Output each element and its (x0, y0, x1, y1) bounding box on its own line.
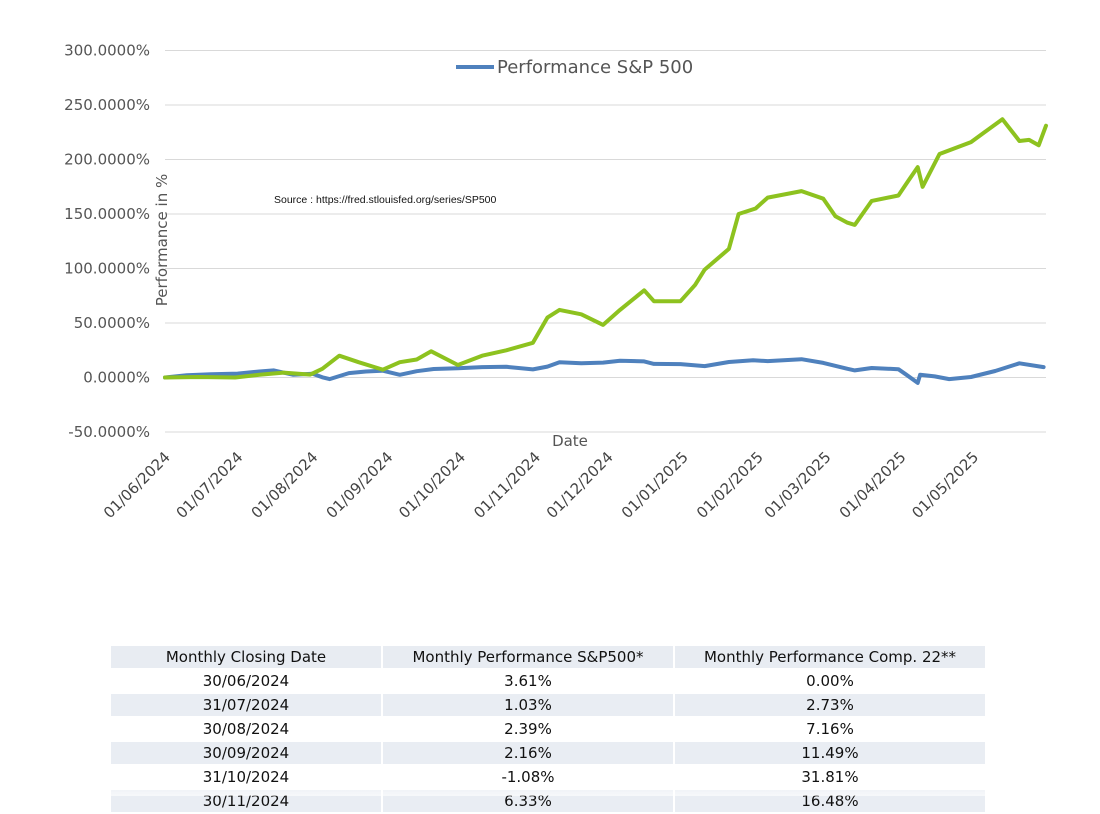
x-tick-label: 01/08/2024 (248, 448, 322, 522)
x-tick-label: 01/05/2025 (908, 448, 982, 522)
x-tick-label: 01/02/2025 (693, 448, 767, 522)
x-tick-label: 01/03/2025 (761, 448, 835, 522)
table-cell: 7.16% (673, 716, 987, 742)
y-tick-label: 250.0000% (64, 96, 150, 114)
table-cell: 2.39% (381, 716, 675, 742)
y-tick-label: 150.0000% (64, 205, 150, 223)
x-tick-label: 01/11/2024 (470, 448, 544, 522)
bottom-fade (0, 783, 1100, 796)
x-tick-label: 01/09/2024 (323, 448, 397, 522)
y-tick-label: -50.0000% (68, 423, 150, 441)
performance-chart: -50.0000% 0.0000% 50.0000% 100.0000% 150.000… (64, 42, 1048, 522)
table-row: 30/06/2024 3.61% 0.00% (109, 668, 987, 694)
y-tick-label: 0.0000% (83, 369, 150, 387)
x-tick-label: 01/10/2024 (395, 448, 469, 522)
x-tick-label: 01/07/2024 (173, 448, 247, 522)
table-row: 30/08/2024 2.39% 7.16% (109, 716, 987, 742)
y-axis-ticks: -50.0000% 0.0000% 50.0000% 100.0000% 150.000… (64, 42, 150, 442)
table-row: 30/09/2024 2.16% 11.49% (109, 740, 987, 766)
legend-label-sp500: Performance S&P 500 (497, 57, 693, 78)
header-sp500-performance: Monthly Performance S&P500* (381, 644, 675, 670)
header-closing-date: Monthly Closing Date (109, 644, 383, 670)
x-axis-label: Date (552, 432, 588, 450)
header-comp22-performance: Monthly Performance Comp. 22** (673, 644, 987, 670)
x-tick-label: 01/04/2025 (836, 448, 910, 522)
x-tick-label: 01/01/2025 (618, 448, 692, 522)
table-cell: 30/08/2024 (109, 716, 383, 742)
chart-series (163, 117, 1048, 385)
table-cell: 30/09/2024 (109, 740, 383, 766)
y-tick-label: 50.0000% (74, 314, 150, 332)
table-cell: 30/06/2024 (109, 668, 383, 694)
table-cell: 2.16% (381, 740, 675, 766)
legend: Performance S&P 500 (456, 57, 693, 78)
y-tick-label: 100.0000% (64, 260, 150, 278)
y-axis-label: Performance in % (153, 174, 171, 307)
source-annotation: Source : https://fred.stlouisfed.org/ser… (274, 194, 497, 206)
table-cell: 11.49% (673, 740, 987, 766)
table-row: 31/07/2024 1.03% 2.73% (109, 692, 987, 718)
y-tick-label: 200.0000% (64, 151, 150, 169)
series-line-sp500 (163, 357, 1046, 385)
table-cell: 3.61% (381, 668, 675, 694)
table-cell: 0.00% (673, 668, 987, 694)
y-tick-label: 300.0000% (64, 42, 150, 60)
table-cell: 2.73% (673, 692, 987, 718)
x-tick-label: 01/12/2024 (543, 448, 617, 522)
series-line-comparison (163, 117, 1048, 380)
x-tick-label: 01/06/2024 (100, 448, 174, 522)
table-cell: 31/07/2024 (109, 692, 383, 718)
table-header-row: Monthly Closing Date Monthly Performance… (109, 644, 987, 670)
table-cell: 1.03% (381, 692, 675, 718)
